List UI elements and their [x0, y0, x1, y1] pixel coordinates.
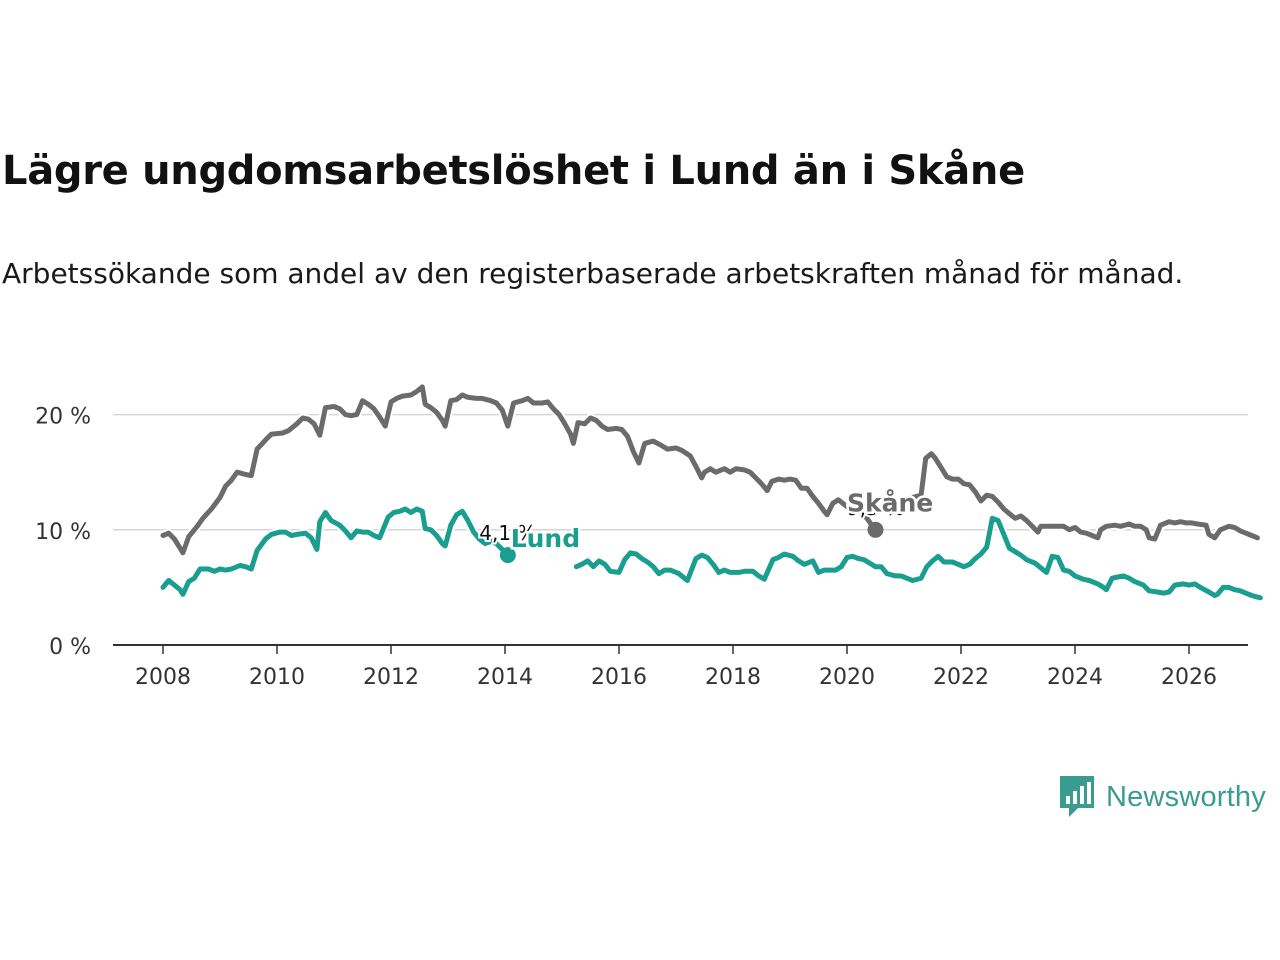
end-value-label-sk-ne: 9,3 % [847, 496, 904, 520]
x-tick-label: 2014 [477, 665, 533, 690]
y-tick-label: 20 % [35, 405, 91, 430]
y-tick-label: 10 % [35, 520, 91, 545]
bar-chart-icon-bar-1 [1066, 796, 1070, 804]
end-point-lund [499, 547, 516, 564]
x-tick-label: 2024 [1047, 665, 1103, 690]
brand-name: Newsworthy [1106, 780, 1266, 813]
series-label-sk-ne: Skåne [847, 488, 933, 517]
series-line-sk-ne [160, 384, 878, 556]
series-line-sk-ne-forts [898, 451, 1260, 542]
x-tick-label: 2026 [1161, 665, 1217, 690]
bar-chart-icon-bar-4 [1087, 782, 1091, 804]
x-tick-label: 2020 [819, 665, 875, 690]
chart-subtitle: Arbetssökande som andel av den registerb… [2, 257, 1184, 290]
series-labels: 9,3 % 4,1 % Skåne Lund [477, 486, 936, 564]
x-tick-label: 2010 [249, 665, 305, 690]
newsworthy-logo[interactable]: Newsworthy [1058, 774, 1266, 820]
x-axis: 2008 2010 2012 2014 2016 2018 2020 2022 2024 2026 [113, 644, 1248, 690]
x-tick-label: 2016 [591, 665, 647, 690]
bar-chart-icon [1060, 776, 1094, 817]
bar-chart-icon-bar-2 [1073, 791, 1077, 804]
series-label-lund: Lund [511, 524, 580, 553]
y-tick-label: 0 % [49, 635, 91, 660]
line-chart: 0 % 10 % 20 % 2008 2010 2012 2014 2016 2018 2020… [35, 382, 1265, 690]
x-tick-label: 2008 [135, 665, 191, 690]
x-tick-label: 2018 [705, 665, 761, 690]
x-tick-label: 2012 [363, 665, 419, 690]
bar-chart-icon-bar-3 [1080, 786, 1084, 804]
x-tick-label: 2022 [933, 665, 989, 690]
series-lines [158, 382, 1265, 603]
end-point-sk-ne [867, 521, 884, 538]
chart-title: Lägre ungdomsarbetslöshet i Lund än i Sk… [2, 148, 1025, 194]
series-line-lund-forts [573, 515, 1263, 601]
end-value-label-lund: 4,1 % [479, 521, 536, 545]
series-line-lund [160, 506, 511, 597]
